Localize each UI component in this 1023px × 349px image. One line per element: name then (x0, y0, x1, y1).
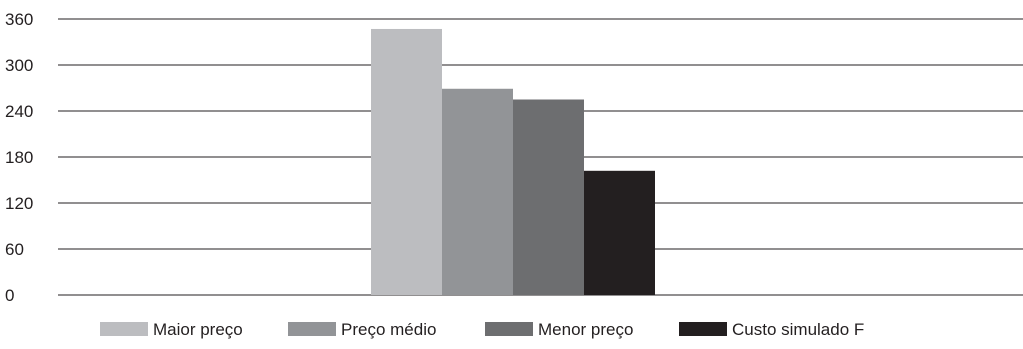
legend-swatch (679, 322, 727, 336)
legend-label: Menor preço (538, 320, 633, 339)
y-tick-label: 180 (5, 148, 33, 167)
y-tick-label: 360 (5, 10, 33, 29)
y-tick-label: 60 (5, 240, 24, 259)
bar-1 (371, 28, 442, 295)
legend[interactable]: Maior preço Preço médio Menor preço Custo s… (100, 320, 864, 339)
legend-swatch (288, 322, 336, 336)
bar-2 (442, 88, 513, 296)
y-tick-label: 300 (5, 56, 33, 75)
bar-3 (513, 99, 584, 295)
legend-label: Maior preço (153, 320, 243, 339)
legend-label: Custo simulado F (732, 320, 864, 339)
y-axis-ticks: 0 60 120 180 240 300 360 (5, 10, 33, 305)
y-tick-label: 240 (5, 102, 33, 121)
legend-swatch (100, 322, 148, 336)
y-tick-label: 120 (5, 194, 33, 213)
legend-label: Preço médio (341, 320, 436, 339)
bars (371, 28, 655, 296)
bar-4 (584, 170, 655, 295)
legend-swatch (485, 322, 533, 336)
y-tick-label: 0 (5, 286, 14, 305)
